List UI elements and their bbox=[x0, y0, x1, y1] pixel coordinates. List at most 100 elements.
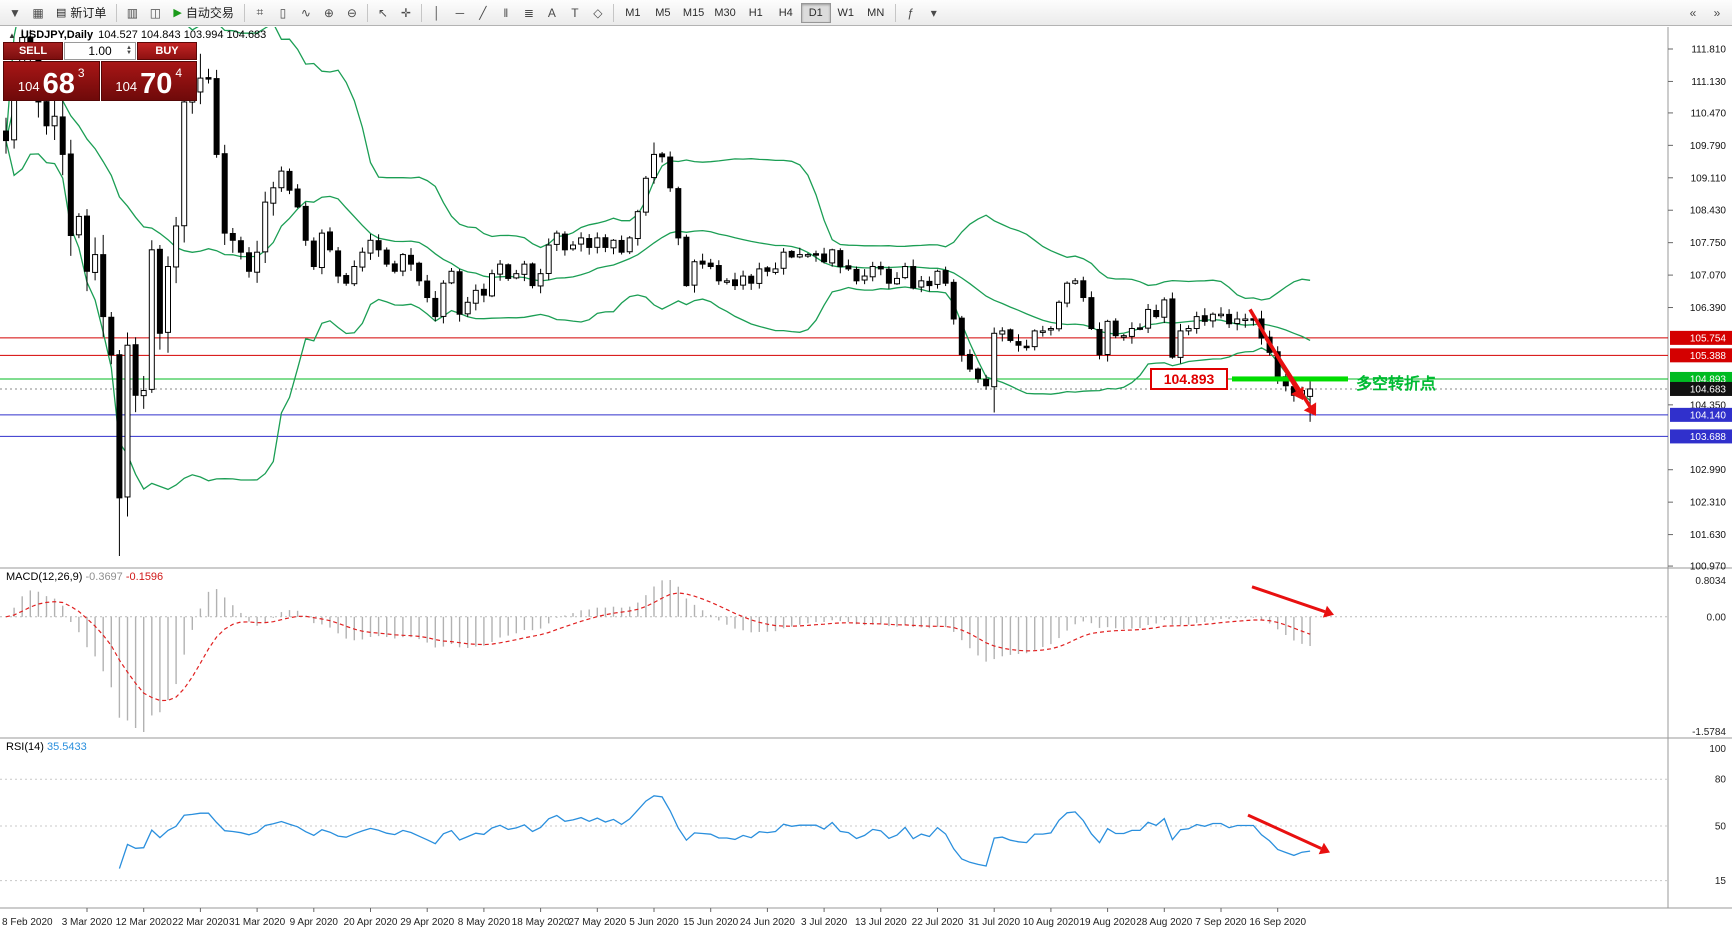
crosshair-icon[interactable]: ✛ bbox=[400, 5, 411, 20]
svg-text:24 Jun 2020: 24 Jun 2020 bbox=[740, 917, 795, 928]
svg-text:103.688: 103.688 bbox=[1690, 432, 1727, 443]
toolbar-separator bbox=[366, 3, 368, 22]
profiles-icon[interactable]: ▥ bbox=[126, 5, 139, 20]
volume-input[interactable]: 1.00 ▲ ▼ bbox=[64, 42, 136, 60]
timeframe-h4[interactable]: H4 bbox=[778, 6, 793, 19]
chart-icon: ▲ bbox=[8, 30, 16, 40]
new-order-button[interactable]: ▤ 新订单 bbox=[50, 3, 112, 23]
panel-frames bbox=[0, 27, 1732, 909]
trendline-icon[interactable]: ╱ bbox=[479, 5, 487, 20]
toolbar-right-group: «» bbox=[1682, 3, 1728, 23]
timeframe-m15[interactable]: M15 bbox=[682, 6, 705, 19]
candlestick-icon[interactable]: ▯ bbox=[279, 5, 287, 20]
toolbar-scroll-left-icon[interactable]: « bbox=[1689, 5, 1697, 20]
indicators-icon[interactable]: ƒ bbox=[907, 5, 915, 20]
time-axis[interactable]: 8 Feb 2020 3 Mar 2020 12 Mar 2020 22 Mar 20… bbox=[2, 908, 1306, 928]
zoom-in-icon[interactable]: ⊕ bbox=[323, 5, 334, 20]
macd-signal-value: -0.1596 bbox=[125, 571, 164, 583]
annotations-layer[interactable] bbox=[1232, 308, 1348, 855]
svg-text:15 Jun 2020: 15 Jun 2020 bbox=[683, 917, 738, 928]
price-axis[interactable]: 0.8034 0.00 -1.5784 100 80 50 15 111.810 111.130… bbox=[1668, 45, 1732, 888]
svg-text:0.8034: 0.8034 bbox=[1695, 576, 1726, 587]
svg-text:107.070: 107.070 bbox=[1690, 271, 1727, 282]
rsi-panel bbox=[0, 778, 1668, 882]
svg-text:20 Apr 2020: 20 Apr 2020 bbox=[344, 917, 398, 928]
bar-chart-icon[interactable]: ⌗ bbox=[256, 5, 264, 19]
sell-price-button[interactable]: 104 68 3 bbox=[3, 61, 100, 101]
svg-text:-1.5784: -1.5784 bbox=[1692, 727, 1726, 738]
volume-value: 1.00 bbox=[88, 44, 112, 58]
chart-ohlc: 104.527 104.843 103.994 104.683 bbox=[98, 29, 267, 41]
price-flag-104893[interactable]: 104.893 bbox=[1150, 368, 1228, 390]
svg-text:22 Jul 2020: 22 Jul 2020 bbox=[912, 917, 964, 928]
svg-text:105.388: 105.388 bbox=[1690, 351, 1727, 362]
svg-text:7 Sep 2020: 7 Sep 2020 bbox=[1195, 917, 1247, 928]
sell-button[interactable]: SELL bbox=[3, 42, 63, 60]
channel-icon[interactable]: ‖ bbox=[503, 5, 509, 20]
timeframe-mn[interactable]: MN bbox=[867, 6, 885, 19]
svg-text:19 Aug 2020: 19 Aug 2020 bbox=[1080, 917, 1137, 928]
timeframe-m5[interactable]: M5 bbox=[655, 6, 671, 19]
shapes-icon[interactable]: ◇ bbox=[593, 5, 603, 20]
toolbar: ▼ ▦ ▤ 新订单 ▥ ◫ ▶ 自动交易 ⌗ ▯ ∿ ⊕ ⊖ ↖ ✛ │ ─ ╱ ‖ ≣ A T ◇ M1 M5 M15 M30 H1… bbox=[0, 0, 1732, 26]
svg-text:105.754: 105.754 bbox=[1690, 333, 1727, 344]
svg-text:12 Mar 2020: 12 Mar 2020 bbox=[116, 917, 173, 928]
svg-text:102.990: 102.990 bbox=[1690, 465, 1727, 476]
new-order-button-icon: ▤ bbox=[56, 7, 67, 19]
timeframe-m30[interactable]: M30 bbox=[714, 6, 736, 19]
chart-title: ▲ USDJPY,Daily 104.527 104.843 103.994 1… bbox=[8, 29, 266, 41]
svg-text:111.130: 111.130 bbox=[1691, 77, 1726, 88]
turning-point-label[interactable]: 多空转折点 bbox=[1356, 376, 1437, 393]
cursor-icon[interactable]: ↖ bbox=[377, 5, 388, 20]
chart-windows-icon[interactable]: ▦ bbox=[32, 5, 44, 20]
templates-icon[interactable]: ▾ bbox=[930, 5, 937, 20]
svg-text:50: 50 bbox=[1715, 822, 1727, 833]
horizontal-line-icon[interactable]: ─ bbox=[455, 5, 465, 20]
autotrading-button[interactable]: ▶ 自动交易 bbox=[167, 3, 239, 23]
svg-text:80: 80 bbox=[1715, 775, 1727, 786]
svg-text:16 Sep 2020: 16 Sep 2020 bbox=[1249, 917, 1306, 928]
timeframe-group: M1 M5 M15 M30 H1 H4 D1 W1 MN bbox=[618, 2, 891, 23]
svg-text:104.893: 104.893 bbox=[1690, 374, 1727, 385]
autotrading-button-icon: ▶ bbox=[173, 7, 182, 19]
timeframe-w1[interactable]: W1 bbox=[837, 6, 854, 19]
tile-windows-icon[interactable]: ◫ bbox=[149, 5, 162, 20]
toolbar-scroll-right-icon[interactable]: » bbox=[1713, 5, 1721, 20]
svg-text:104.683: 104.683 bbox=[1690, 384, 1727, 395]
svg-text:100.970: 100.970 bbox=[1690, 562, 1727, 573]
svg-text:29 Apr 2020: 29 Apr 2020 bbox=[400, 917, 454, 928]
svg-text:31 Mar 2020: 31 Mar 2020 bbox=[229, 917, 286, 928]
timeframe-h1[interactable]: H1 bbox=[748, 6, 763, 19]
toolbar-separator bbox=[243, 3, 245, 22]
macd-label: MACD(12,26,9) -0.3697 -0.1596 bbox=[6, 571, 164, 583]
macd-main-value: -0.3697 bbox=[85, 571, 123, 583]
svg-text:27 May 2020: 27 May 2020 bbox=[568, 917, 626, 928]
svg-text:110.470: 110.470 bbox=[1691, 108, 1727, 119]
fibonacci-icon[interactable]: ≣ bbox=[523, 5, 534, 20]
svg-text:102.310: 102.310 bbox=[1690, 498, 1727, 509]
svg-text:31 Jul 2020: 31 Jul 2020 bbox=[968, 917, 1020, 928]
svg-text:0.00: 0.00 bbox=[1707, 612, 1727, 623]
svg-text:9 Apr 2020: 9 Apr 2020 bbox=[290, 917, 339, 928]
toolbar-separator bbox=[894, 3, 896, 22]
toolbar-separator bbox=[116, 3, 118, 22]
macd-panel bbox=[0, 580, 1668, 732]
chart-symbol-period: USDJPY,Daily bbox=[20, 29, 94, 41]
svg-text:18 May 2020: 18 May 2020 bbox=[512, 917, 570, 928]
timeframe-d1[interactable]: D1 bbox=[800, 2, 831, 23]
svg-text:15: 15 bbox=[1715, 876, 1727, 887]
volume-spinner[interactable]: ▲ ▼ bbox=[126, 45, 132, 56]
text-label-icon[interactable]: T bbox=[571, 5, 579, 20]
buy-price-button[interactable]: 104 70 4 bbox=[100, 61, 197, 101]
text-icon[interactable]: A bbox=[547, 5, 556, 20]
buy-button[interactable]: BUY bbox=[137, 42, 197, 60]
timeframe-m1[interactable]: M1 bbox=[625, 6, 641, 19]
zoom-out-icon[interactable]: ⊖ bbox=[346, 5, 357, 20]
line-chart-icon[interactable]: ∿ bbox=[300, 5, 311, 20]
menu-icon[interactable]: ▼ bbox=[9, 5, 21, 20]
svg-text:101.630: 101.630 bbox=[1690, 530, 1727, 541]
svg-text:111.810: 111.810 bbox=[1691, 45, 1726, 56]
vertical-line-icon[interactable]: │ bbox=[433, 5, 441, 20]
rsi-label: RSI(14) 35.5433 bbox=[6, 741, 87, 753]
